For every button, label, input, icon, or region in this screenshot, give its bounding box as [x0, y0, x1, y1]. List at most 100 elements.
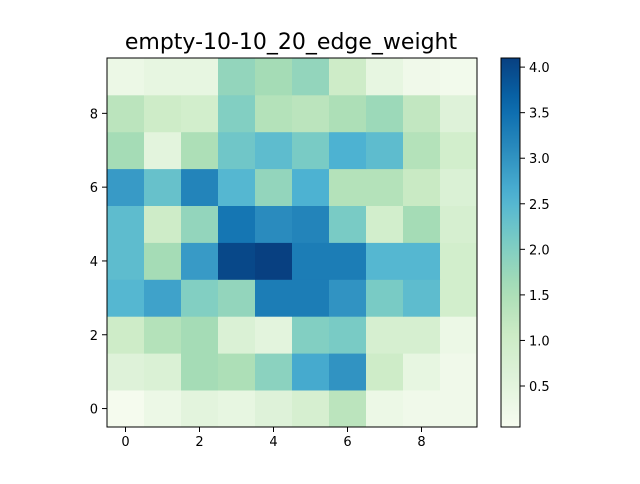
heatmap-cell	[403, 94, 441, 133]
heatmap-cell	[181, 131, 219, 170]
colorbar	[500, 57, 521, 428]
heatmap-cell	[218, 316, 256, 354]
heatmap-cell	[403, 316, 441, 354]
heatmap-cell	[218, 242, 256, 280]
heatmap-cell	[440, 390, 478, 428]
heatmap-cell	[144, 353, 182, 391]
heatmap-cell	[144, 390, 182, 428]
heatmap-cell	[181, 205, 219, 243]
heatmap-cell	[255, 353, 293, 391]
x-tick-label: 8	[417, 435, 425, 450]
heatmap-cell	[403, 168, 441, 206]
heatmap-cell	[329, 94, 367, 133]
heatmap-cell	[107, 168, 145, 206]
heatmap-cell	[440, 316, 478, 354]
heatmap-cell	[366, 242, 404, 280]
heatmap-cell	[329, 390, 367, 428]
heatmap-cell	[440, 205, 478, 243]
heatmap-cell	[292, 353, 330, 391]
colorbar-tick-label: 3.0	[529, 152, 550, 167]
heatmap-cell	[181, 242, 219, 280]
heatmap-cell	[440, 242, 478, 280]
heatmap-cell	[218, 131, 256, 170]
heatmap-cell	[292, 390, 330, 428]
heatmap-cell	[292, 131, 330, 170]
heatmap-cell	[255, 390, 293, 428]
heatmap-cell	[255, 205, 293, 243]
x-axis: 0 2 4 6 8	[121, 427, 426, 450]
heatmap-cell	[292, 94, 330, 133]
heatmap-cell	[329, 316, 367, 354]
heatmap-cell	[218, 353, 256, 391]
heatmap-cell	[181, 316, 219, 354]
heatmap-cell	[144, 316, 182, 354]
colorbar-tick-label: 0.5	[529, 380, 550, 395]
y-axis: 0 2 4 6 8	[90, 107, 107, 418]
heatmap-cell	[255, 131, 293, 170]
heatmap-cell	[107, 353, 145, 391]
heatmap-cell	[181, 58, 219, 96]
heatmap-cell	[144, 168, 182, 206]
heatmap-cell	[366, 58, 404, 96]
x-tick-label: 0	[121, 435, 129, 450]
plot-frame	[106, 57, 478, 428]
heatmap-cell	[107, 279, 145, 317]
heatmap-cells	[107, 58, 478, 428]
heatmap-cell	[107, 94, 145, 133]
heatmap-cell	[440, 279, 478, 317]
heatmap-cell	[218, 205, 256, 243]
heatmap-cell	[255, 316, 293, 354]
y-tick-label: 6	[90, 181, 98, 196]
heatmap-cell	[255, 242, 293, 280]
heatmap-cell	[292, 316, 330, 354]
heatmap-cell	[292, 242, 330, 280]
heatmap-cell	[403, 131, 441, 170]
heatmap-cell	[403, 58, 441, 96]
heatmap-cell	[218, 168, 256, 206]
colorbar-tick-label: 3.5	[529, 107, 550, 122]
heatmap-cell	[329, 279, 367, 317]
colorbar-tick-label: 1.5	[529, 289, 550, 304]
heatmap-cell	[181, 94, 219, 133]
heatmap-cell	[329, 131, 367, 170]
heatmap-cell	[292, 168, 330, 206]
heatmap-cell	[107, 131, 145, 170]
heatmap-cell	[181, 390, 219, 428]
heatmap-cell	[107, 58, 145, 96]
heatmap-cell	[366, 131, 404, 170]
heatmap-cell	[144, 131, 182, 170]
y-tick-label: 0	[90, 403, 98, 418]
heatmap-cell	[366, 279, 404, 317]
colorbar-axis: 0.5 1.0 1.5 2.0 2.5 3.0 3.5 4.0	[520, 61, 550, 395]
heatmap-cell	[218, 279, 256, 317]
heatmap-cell	[403, 242, 441, 280]
heatmap-cell	[292, 205, 330, 243]
y-tick-label: 4	[90, 255, 98, 270]
heatmap-cell	[403, 353, 441, 391]
heatmap-cell	[144, 94, 182, 133]
heatmap-cell	[366, 390, 404, 428]
heatmap-cell	[107, 390, 145, 428]
heatmap-cell	[255, 279, 293, 317]
heatmap-cell	[144, 279, 182, 317]
heatmap-cell	[403, 279, 441, 317]
heatmap-cell	[366, 353, 404, 391]
heatmap-cell	[292, 58, 330, 96]
heatmap-cell	[181, 353, 219, 391]
heatmap-cell	[440, 58, 478, 96]
heatmap-cell	[255, 58, 293, 96]
colorbar-tick-label: 1.0	[529, 334, 550, 349]
x-tick-label: 2	[195, 435, 203, 450]
x-tick-label: 4	[269, 435, 277, 450]
heatmap-cell	[366, 94, 404, 133]
heatmap-cell	[181, 279, 219, 317]
heatmap-cell	[218, 58, 256, 96]
heatmap-cell	[366, 168, 404, 206]
y-tick-label: 2	[90, 329, 98, 344]
heatmap-cell	[292, 279, 330, 317]
heatmap-cell	[329, 58, 367, 96]
heatmap-cell	[329, 353, 367, 391]
heatmap-cell	[329, 168, 367, 206]
colorbar-tick-label: 2.5	[529, 198, 550, 213]
